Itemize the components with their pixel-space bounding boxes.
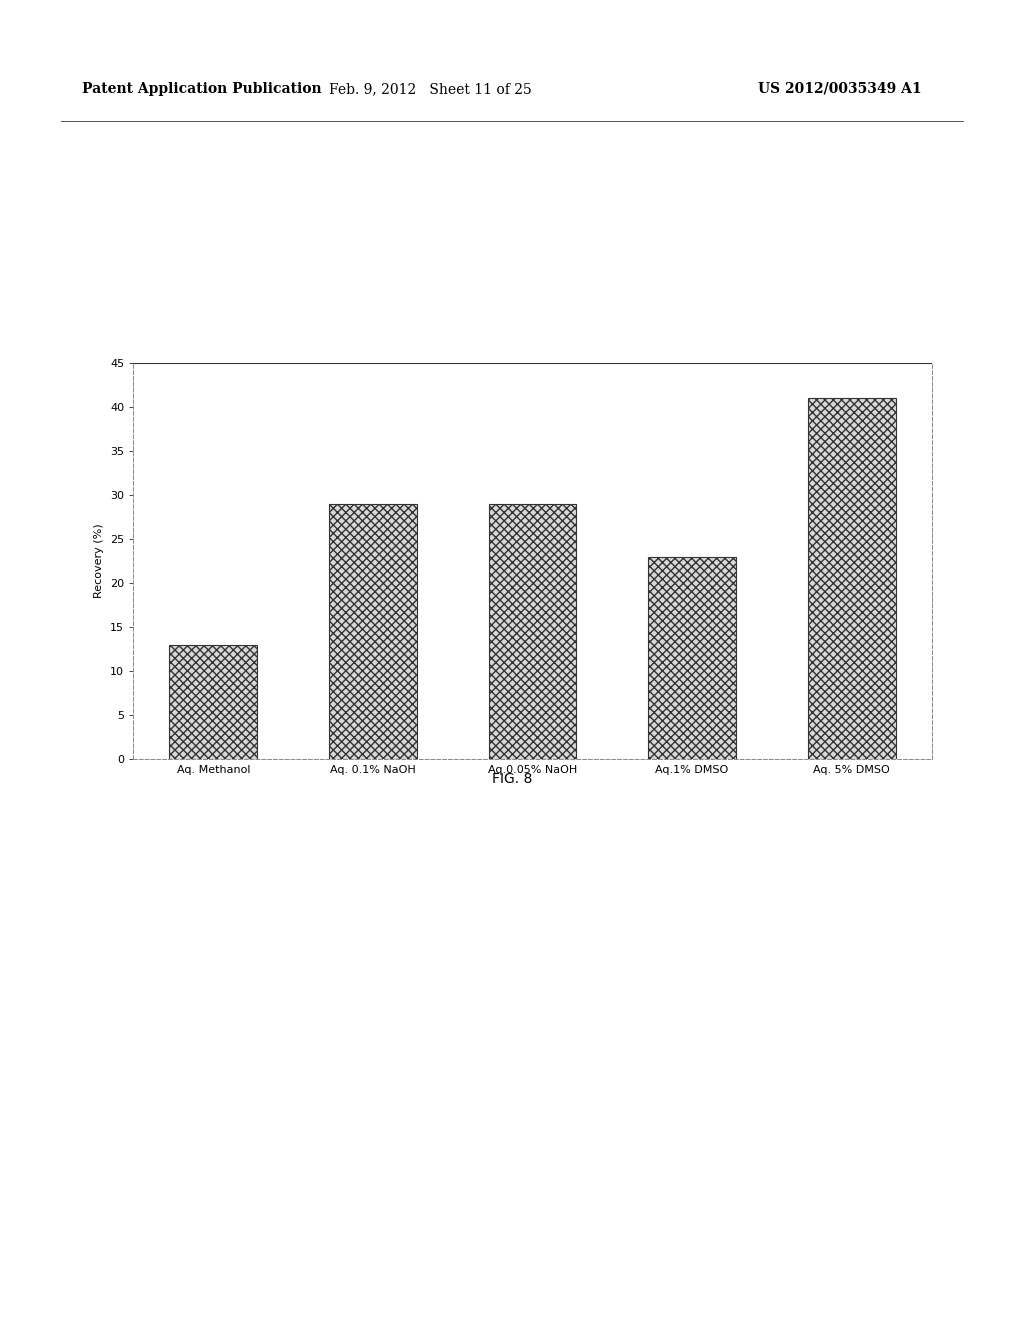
Y-axis label: Recovery (%): Recovery (%) bbox=[94, 524, 104, 598]
Bar bbox=[488, 504, 577, 759]
Text: FIG. 8: FIG. 8 bbox=[492, 772, 532, 787]
Bar bbox=[648, 557, 736, 759]
Text: US 2012/0035349 A1: US 2012/0035349 A1 bbox=[758, 82, 922, 96]
Text: Patent Application Publication: Patent Application Publication bbox=[82, 82, 322, 96]
Bar bbox=[329, 504, 417, 759]
Text: Feb. 9, 2012   Sheet 11 of 25: Feb. 9, 2012 Sheet 11 of 25 bbox=[329, 82, 531, 96]
Bar bbox=[169, 644, 257, 759]
Bar bbox=[808, 399, 896, 759]
